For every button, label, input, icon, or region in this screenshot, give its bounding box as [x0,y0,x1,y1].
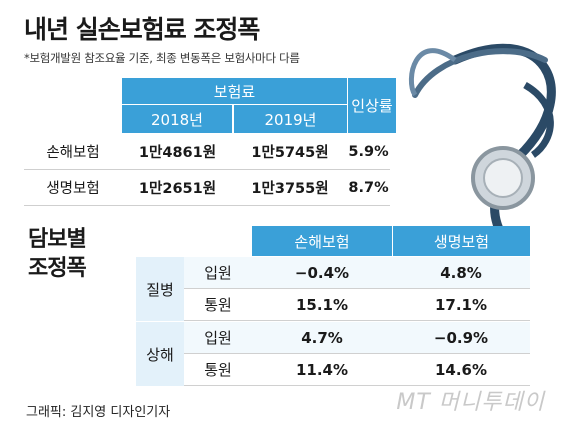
rate-header: 인상률 [348,78,396,133]
premium-group-header: 보험료 [122,78,347,104]
group-injury-text: 상해 [146,345,174,364]
rate-header-label: 인상률 [351,97,393,115]
increase-rate: 5.9% [348,143,389,160]
value-2019: 1만5745원 [251,145,329,161]
value-2019: 1만3755원 [251,181,329,197]
life-header-label: 생명보험 [433,232,490,251]
row-label: 생명보험 [46,181,100,197]
publisher-watermark: MT 머니투데이 [396,390,545,415]
coverage-row: 통원 15.1% 17.1% [184,289,530,321]
footnote-note: *보험개발원 참조요율 기준, 최종 변동폭은 보험사마다 다름 [24,51,300,65]
nonlife-value: 11.4% [295,360,349,379]
premium-row-life: 생명보험 1만2651원 1만3755원 8.7% [24,170,390,206]
coverage-row: 입원 −0.4% 4.8% [184,257,530,289]
life-value: −0.9% [433,328,489,347]
premium-header-label: 보험료 [213,82,256,101]
life-value: 4.8% [440,263,482,282]
value-2018: 1만2651원 [138,181,217,197]
coverage-type: 통원 [204,296,232,314]
coverage-row: 입원 4.7% −0.9% [184,322,530,354]
coverage-type: 입원 [204,264,232,282]
life-column-header: 생명보험 [393,226,530,256]
infographic-title: 내년 실손보험료 조정폭 [24,15,260,44]
life-value: 17.1% [434,295,488,314]
coverage-section-title: 담보별 조정폭 [28,225,87,283]
nonlife-value: −0.4% [294,263,350,282]
section-title-line2: 조정폭 [28,256,87,281]
stethoscope-illustration [408,43,556,245]
section-title-line1: 담보별 [28,227,87,252]
coverage-type: 통원 [204,361,232,379]
nonlife-value: 4.7% [301,328,343,347]
year-2019-label: 2019년 [264,110,317,129]
premium-row-nonlife: 손해보험 1만4861원 1만5745원 5.9% [24,134,390,170]
group-label-disease: 질병 [136,257,184,321]
increase-rate: 8.7% [348,179,389,196]
life-value: 14.6% [434,360,488,379]
nonlife-column-header: 손해보험 [252,226,392,256]
year-2018-label: 2018년 [151,110,203,129]
nonlife-value: 15.1% [295,295,349,314]
coverage-type: 입원 [204,329,232,347]
coverage-row: 통원 11.4% 14.6% [184,354,530,386]
nonlife-header-label: 손해보험 [294,232,350,251]
row-label: 손해보험 [46,145,100,161]
group-disease-text: 질병 [146,280,174,299]
value-2018: 1만4861원 [138,145,217,161]
graphic-credit: 그래픽: 김지영 디자인기자 [26,405,171,420]
group-label-injury: 상해 [136,322,184,386]
year-2019-header: 2019년 [234,105,347,133]
year-2018-header: 2018년 [122,105,233,133]
